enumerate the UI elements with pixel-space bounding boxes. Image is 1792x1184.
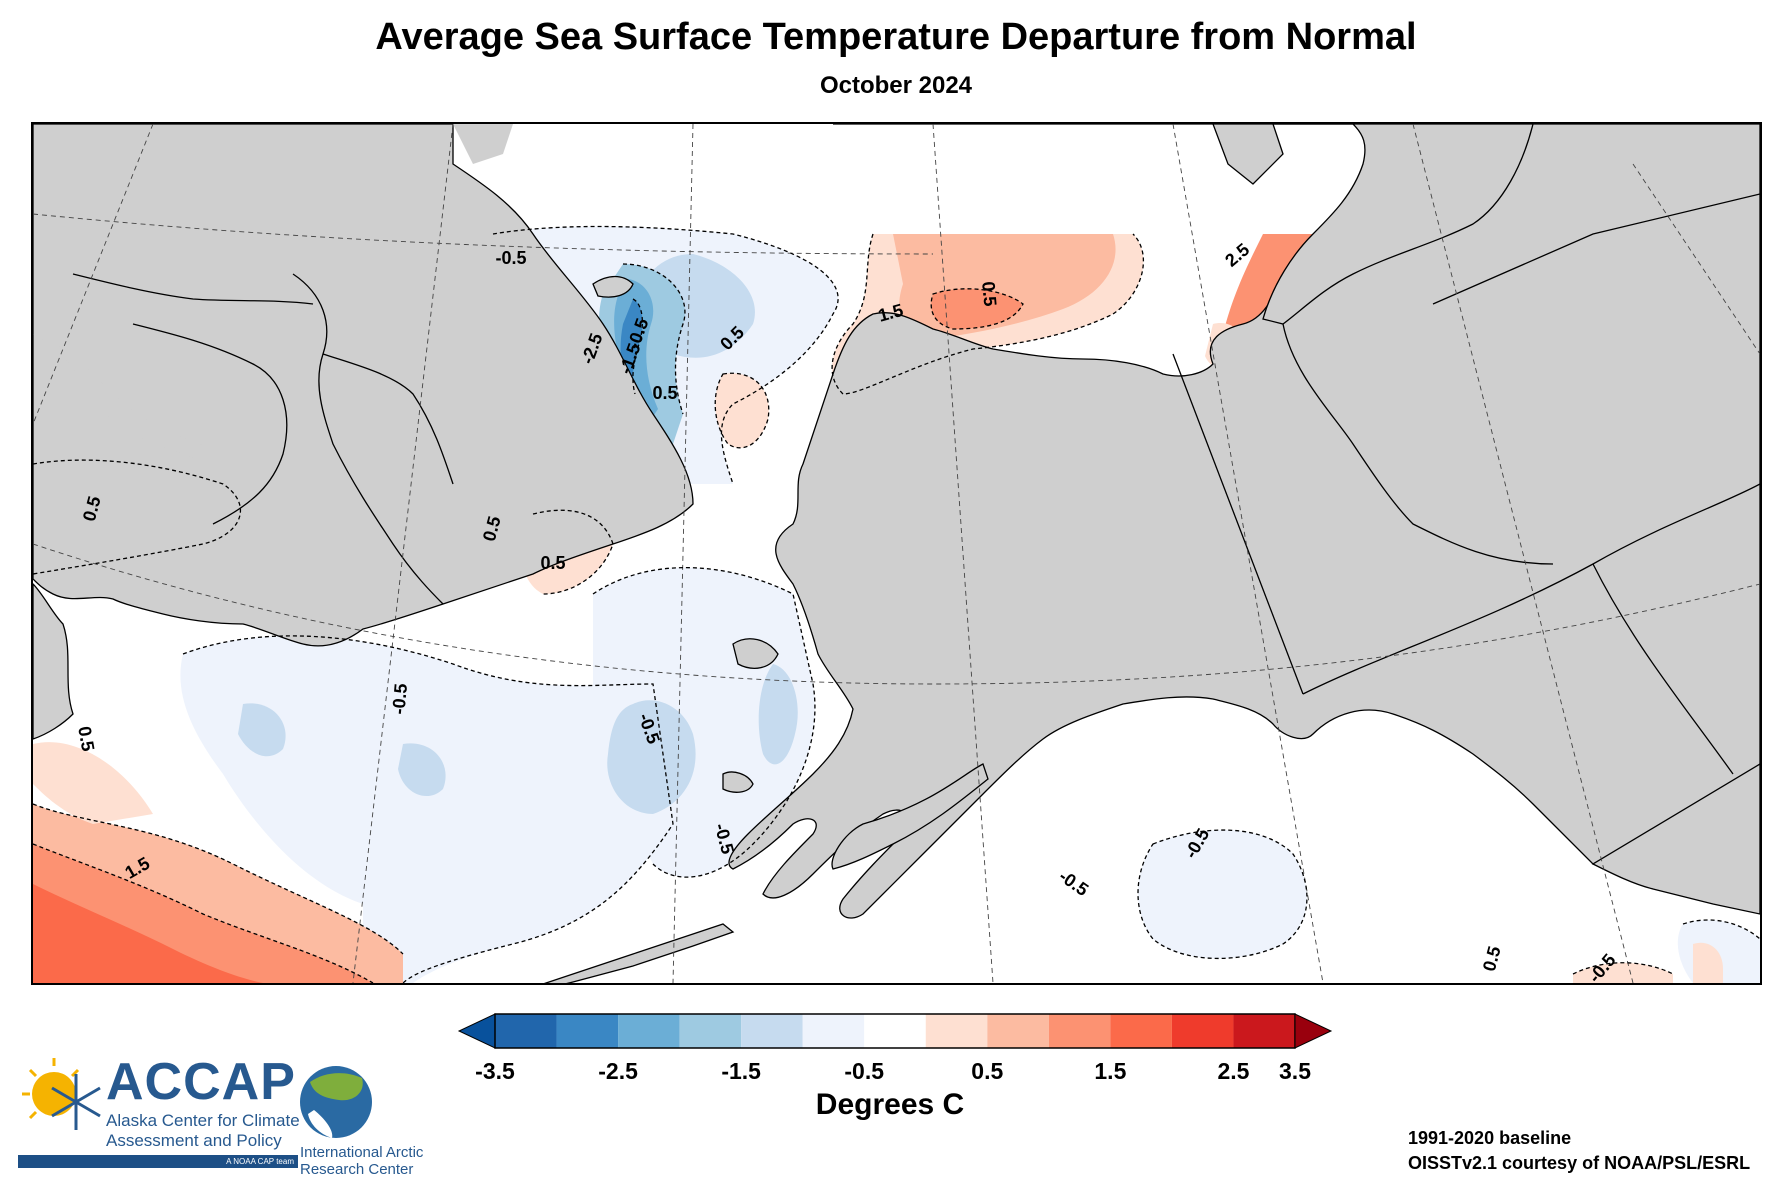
accap-tagline: A NOAA CAP team [18, 1155, 298, 1168]
colorbar-bin [1048, 1014, 1111, 1048]
colorbar-tick-label: -0.5 [844, 1058, 885, 1084]
colorbar-bin [556, 1014, 619, 1048]
colorbar-tick-label: 3.5 [1279, 1058, 1311, 1084]
contour-label: -0.5 [388, 683, 411, 716]
contour-label: 0.5 [74, 725, 98, 753]
data-credits: 1991-2020 baseline OISSTv2.1 courtesy of… [1408, 1126, 1750, 1176]
colorbar-bin [1233, 1014, 1295, 1048]
accap-name: ACCAP [106, 1053, 296, 1111]
contour-lines [33, 225, 1760, 983]
colorbar-bin [1171, 1014, 1234, 1048]
colorbar-tick-label: -3.5 [475, 1058, 515, 1084]
contour-label: 0.5 [978, 281, 1000, 308]
globe-icon [300, 1066, 372, 1138]
accap-logo [22, 1058, 372, 1138]
contour-label: 0.5 [540, 553, 565, 573]
land-masses [33, 124, 1760, 983]
colorbar-bin [618, 1014, 680, 1048]
sun-snowflake-icon [22, 1058, 101, 1130]
graticule-lines [33, 124, 1760, 983]
colorbar-bin [1110, 1014, 1172, 1048]
iarc-name: International Arctic Research Center [300, 1144, 424, 1178]
colorbar-tick-label: 1.5 [1094, 1058, 1127, 1084]
colorbar [457, 1013, 1333, 1049]
map-subtitle: October 2024 [819, 72, 973, 99]
colorbar-bin [802, 1014, 865, 1048]
colorbar-bin [864, 1014, 926, 1048]
colorbar-bin [987, 1014, 1049, 1048]
colorbar-title: Degrees C [815, 1088, 965, 1121]
colorbar-under-arrow [457, 1013, 496, 1049]
colorbar-bin [679, 1014, 742, 1048]
contour-label: 0.5 [652, 383, 677, 403]
colorbar-tick-label: 2.5 [1217, 1058, 1250, 1084]
contour-label: -0.5 [495, 248, 526, 268]
land-boundaries [72, 193, 1760, 775]
source-note: OISSTv2.1 courtesy of NOAA/PSL/ESRL [1408, 1153, 1751, 1173]
colorbar-bin [741, 1014, 803, 1048]
colorbar-tick-label: -2.5 [598, 1058, 638, 1084]
sst-anomaly-map: -0.5 -2.5 -1.5 -0.5 0.5 1.5 0.5 2.5 0.5 0.5 0.5 0.5… [31, 122, 1762, 985]
colorbar-bin [495, 1014, 557, 1048]
colorbar-tick-label: -1.5 [721, 1058, 761, 1084]
colorbar-tick-label: 0.5 [971, 1058, 1004, 1084]
baseline-note: 1991-2020 baseline [1408, 1128, 1572, 1148]
accap-subtitle: Alaska Center for Climate Assessment and… [106, 1111, 300, 1150]
colorbar-over-arrow [1294, 1013, 1333, 1049]
map-title: Average Sea Surface Temperature Departur… [375, 16, 1417, 58]
colorbar-bin [925, 1014, 988, 1048]
